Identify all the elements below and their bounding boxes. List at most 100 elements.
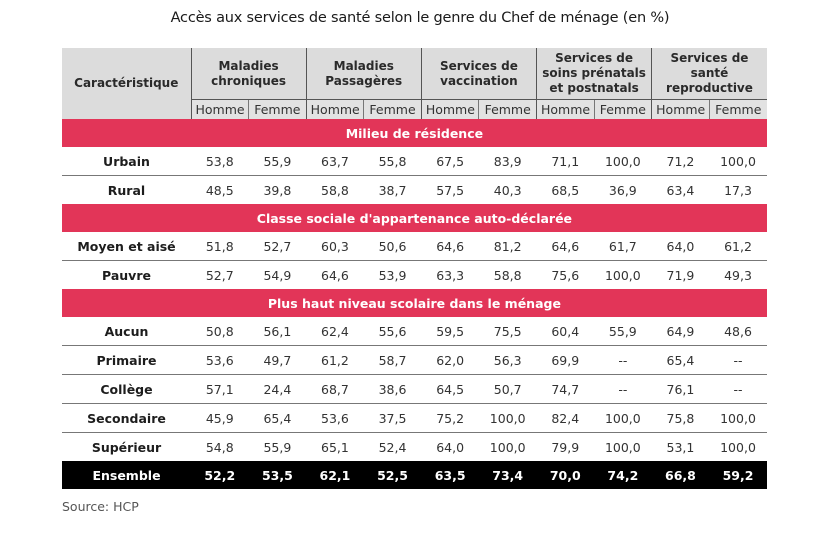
value-cell: 58,8 xyxy=(493,267,522,283)
value-cell: 55,9 xyxy=(248,147,307,176)
table-row: Primaire 53,6 49,7 61,2 58,7 62,0 56,3 69,9 -- 65… xyxy=(62,345,767,375)
subheader-homme: Homme xyxy=(651,99,710,119)
value-cell: 64,9 xyxy=(651,317,710,346)
value-cell: 51,8 xyxy=(191,232,249,261)
value-cell: 64,5 xyxy=(421,374,479,404)
value-cell: 100,0 xyxy=(489,439,526,455)
value-cell: -- xyxy=(594,345,652,375)
total-label: Ensemble xyxy=(62,461,191,489)
table-row: Supérieur 54,8 55,9 65,1 52,4 64,0 100,0 79,9 10… xyxy=(62,433,767,462)
value-cell: 63,7 xyxy=(306,147,364,176)
subheader-homme: Homme xyxy=(420,99,479,119)
subheader-femme: Femme xyxy=(478,99,537,119)
value-cell: 50,8 xyxy=(191,317,249,346)
value-cell: 62,4 xyxy=(306,317,364,346)
value-cell: 62,0 xyxy=(421,345,479,375)
value-cell: 55,6 xyxy=(363,317,422,346)
value-cell: 53,8 xyxy=(191,147,249,176)
subheader-femme: Femme xyxy=(363,99,422,119)
value-cell: 71,2 xyxy=(651,147,710,176)
value-cell: 61,2 xyxy=(306,345,364,375)
value-cell: 75,8 xyxy=(651,403,710,433)
value-cell: 49,3 xyxy=(724,267,752,283)
column-group-maladies-passageres: Maladies Passagères xyxy=(305,48,422,100)
section-title: Plus haut niveau scolaire dans le ménage xyxy=(62,289,767,317)
section-header-row: Milieu de résidence xyxy=(62,119,767,147)
value-cell: 81,2 xyxy=(478,232,537,261)
value-cell: 82,4 xyxy=(536,403,595,433)
value-cell: 39,8 xyxy=(263,182,292,198)
value-cell: 48,6 xyxy=(709,317,767,346)
value-cell: 58,8 xyxy=(321,182,349,198)
value-cell: 56,3 xyxy=(478,345,537,375)
row-label: Supérieur xyxy=(91,439,162,455)
value-cell: 61,7 xyxy=(594,232,652,261)
total-row: Ensemble 52,2 53,5 62,1 52,5 63,5 73,4 70,0 74,2… xyxy=(62,461,767,489)
value-cell: 75,2 xyxy=(421,403,479,433)
column-header-caracteristique: Caractéristique xyxy=(62,48,191,119)
table-row: Moyen et aisé 51,8 52,7 60,3 50,6 64,6 81,2 64,… xyxy=(62,232,767,261)
value-cell: 53,6 xyxy=(306,403,364,433)
value-cell: 59,5 xyxy=(421,317,479,346)
value-cell: 57,1 xyxy=(191,374,249,404)
section-header-row: Plus haut niveau scolaire dans le ménage xyxy=(62,289,767,317)
subheader-homme: Homme xyxy=(535,99,595,119)
column-group-vaccination: Services de vaccination xyxy=(420,48,537,100)
value-cell: -- xyxy=(594,374,652,404)
value-cell: 68,5 xyxy=(551,182,580,198)
table-title: Accès aux services de santé selon le gen… xyxy=(170,10,670,26)
value-cell: 71,1 xyxy=(536,147,595,176)
value-cell: 100,0 xyxy=(709,403,767,433)
subheader-femme: Femme xyxy=(248,99,307,119)
value-cell: 79,9 xyxy=(551,439,580,455)
value-cell: 60,3 xyxy=(306,232,364,261)
value-cell: 55,8 xyxy=(363,147,422,176)
value-cell: 75,5 xyxy=(478,317,537,346)
total-value-cell: 53,5 xyxy=(248,461,307,489)
value-cell: 83,9 xyxy=(478,147,537,176)
total-value-cell: 52,2 xyxy=(191,461,249,489)
value-cell: 64,6 xyxy=(536,232,595,261)
value-cell: 76,1 xyxy=(651,374,710,404)
source-note: Source: HCP xyxy=(62,499,139,514)
total-value-cell: 66,8 xyxy=(651,461,710,489)
value-cell: 54,8 xyxy=(205,439,234,455)
value-cell: 100,0 xyxy=(604,267,641,283)
value-cell: 57,5 xyxy=(436,182,465,198)
section-title: Classe sociale d'appartenance auto-décla… xyxy=(62,204,767,232)
table-row: Aucun 50,8 56,1 62,4 55,6 59,5 75,5 60,4 55,9 64,… xyxy=(62,317,767,346)
column-group-sante-reproductive: Services de santé reproductive xyxy=(651,48,767,100)
value-cell: 38,7 xyxy=(378,182,407,198)
value-cell: 65,4 xyxy=(248,403,307,433)
subheader-femme: Femme xyxy=(593,99,652,119)
section-title: Milieu de résidence xyxy=(62,119,767,147)
table-row: Secondaire 45,9 65,4 53,6 37,5 75,2 100,0 82,4 1… xyxy=(62,403,767,433)
row-label: Pauvre xyxy=(102,267,151,283)
value-cell: 53,1 xyxy=(666,439,695,455)
value-cell: 49,7 xyxy=(248,345,307,375)
value-cell: 65,1 xyxy=(321,439,349,455)
value-cell: 54,9 xyxy=(263,267,292,283)
value-cell: 52,7 xyxy=(248,232,307,261)
value-cell: 50,6 xyxy=(363,232,422,261)
value-cell: 64,0 xyxy=(651,232,710,261)
value-cell: 100,0 xyxy=(478,403,537,433)
value-cell: 37,5 xyxy=(363,403,422,433)
value-cell: 17,3 xyxy=(724,182,752,198)
value-cell: 68,7 xyxy=(306,374,364,404)
value-cell: 52,7 xyxy=(205,267,234,283)
value-cell: 52,4 xyxy=(378,439,407,455)
row-label: Urbain xyxy=(62,147,191,176)
value-cell: 64,6 xyxy=(321,267,349,283)
value-cell: 58,7 xyxy=(363,345,422,375)
table-body: Milieu de résidence Urbain 53,8 55,9 63,7 55,… xyxy=(62,119,767,489)
row-label: Moyen et aisé xyxy=(62,232,191,261)
row-label: Secondaire xyxy=(62,403,191,433)
value-cell: 45,9 xyxy=(191,403,249,433)
total-value-cell: 63,5 xyxy=(421,461,479,489)
table-row: Rural 48,5 39,8 58,8 38,7 57,5 40,3 68,5 36,9 63,… xyxy=(62,176,767,205)
value-cell: -- xyxy=(709,345,767,375)
section-header-row: Classe sociale d'appartenance auto-décla… xyxy=(62,204,767,232)
value-cell: 36,9 xyxy=(608,182,637,198)
column-group-maladies-chroniques: Maladies chroniques xyxy=(190,48,307,100)
